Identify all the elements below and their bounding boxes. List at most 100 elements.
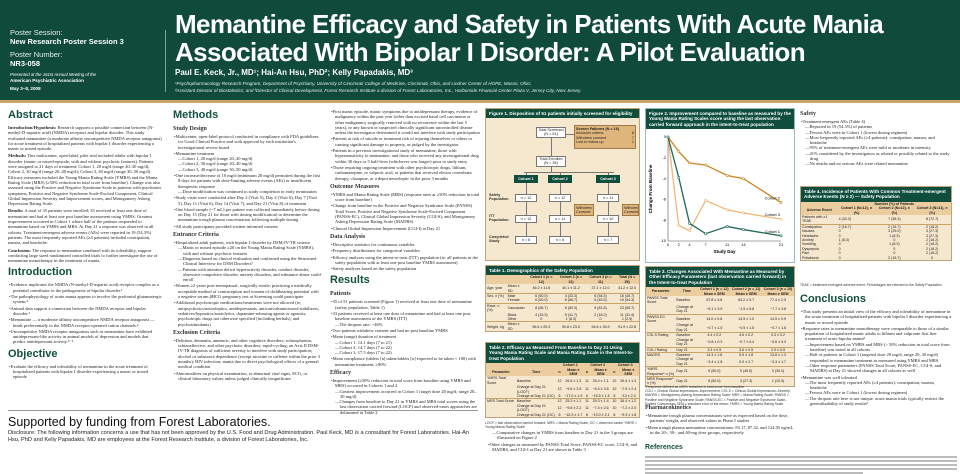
paragraph-label: Methods:	[8, 153, 27, 159]
table-cell: −15.5 ± 1.5	[591, 394, 610, 399]
table-cell: 26.4 ± 1.2	[617, 398, 639, 404]
table-cell: 14.0 ± 0.6	[698, 313, 731, 324]
header-divider	[0, 100, 960, 103]
table-cell: −5.1 ± 3.9	[706, 307, 723, 312]
connector	[526, 172, 527, 242]
table-cell: Day 21	[675, 346, 699, 353]
section-heading: Abstract	[8, 109, 53, 121]
results-continued: Comparative changes in YMRS from baselin…	[487, 430, 639, 452]
table-3-note-2: CGI-I = Clinical Global Impressions–Impr…	[645, 389, 791, 406]
meeting-org: American Psychiatric Association	[10, 78, 84, 83]
table-cell: Anxiety	[802, 238, 814, 243]
table-cell: −1.5 ± 5.8	[738, 307, 755, 312]
table-cell: 5 (45.5)	[594, 298, 607, 303]
table-cell: Baseline	[676, 298, 691, 303]
session-label: Poster Session:	[10, 28, 63, 37]
table-cell: 1 (2.9)	[621, 317, 633, 322]
table-cell: 1 (8.3)	[838, 238, 849, 243]
poster-number: NR3-058	[10, 59, 41, 68]
table-row: Female 6 (50.0) 8 (66.7) 5 (45.5) 19 (54.3)	[486, 298, 639, 303]
total-enrolled-box: Total Enrolled (N = 35)	[536, 156, 566, 167]
blank-header	[801, 201, 838, 207]
bullet-item: Memantine — a moderate affinity uncompet…	[8, 317, 162, 328]
table-cell: 3 (27.3)	[925, 229, 939, 234]
sub-bullet-item: Comparative changes in YMRS from baselin…	[487, 430, 639, 441]
bullet-item: Improvement (≥50% reduction in total sco…	[330, 378, 480, 389]
table-cell: Baseline	[675, 313, 699, 324]
column-header: Cohort 3 (N=11), n (%)	[913, 206, 951, 216]
data-point	[688, 222, 691, 225]
table-cell: Day 21	[675, 366, 699, 377]
data-point	[741, 228, 745, 232]
table-cell: 9.5 ± 1.8	[730, 351, 763, 358]
column-header: Mean ± SEM	[562, 367, 585, 377]
subsection-heading: Safety	[800, 111, 816, 117]
group-header: Cohort 1	[556, 363, 585, 368]
x-tick-label: 7	[705, 242, 708, 247]
table-cell: 13.8 ± 1.3	[762, 351, 794, 358]
column-methods: Methods Study Design Multicenter, open-lab…	[173, 106, 321, 381]
table-row: Change at Day 21 −0.7 ± 1.5 −0.5 ± 1.8 −0.7…	[646, 323, 794, 332]
table-cell: 4.4 ± 0.2	[698, 332, 731, 338]
table-cell: 37.1 ± 12.0	[591, 286, 610, 291]
column-header: Cohort 2 (n = 11) Mean ± SEM	[730, 287, 763, 297]
sub-bullet-item: Changes from baseline to Day 21 in YMRS …	[330, 399, 480, 415]
table-cell: 0	[931, 255, 934, 260]
table-cell: 1 (8.3)	[889, 233, 900, 238]
table-cell: Change at Day 21 (LOCF)	[516, 403, 546, 413]
table-cell: 26.8 ± 1.3	[565, 378, 582, 383]
table-cell: 40.1 ± 11.2	[562, 286, 580, 291]
table-cell: Nausea	[802, 229, 815, 234]
column-header: Parameter	[646, 287, 676, 297]
connector	[560, 172, 561, 242]
table-cell	[646, 338, 675, 347]
table-1-title: Table 1. Demographics of the Safety Popu…	[486, 266, 639, 276]
table-cell: 2 (18.2)	[913, 223, 951, 230]
data-point	[779, 217, 783, 221]
table-cell: Change at Day 21 (LOCF)	[516, 385, 546, 394]
authors: Paul E. Keck, Jr., MD¹; Hai-An Hsu, PhD²…	[175, 68, 413, 77]
conclusions-section: Conclusions This study presents an initia…	[800, 290, 952, 406]
column-abstract: Abstract Introduction/Hypothesis: Researc…	[8, 106, 162, 380]
sub-bullet-item: Manic or mixed episode ≥20 on the Young …	[173, 245, 321, 256]
data-point	[677, 176, 681, 180]
table-cell: 5 (41.7)	[564, 312, 578, 317]
x-tick-label: 11	[725, 242, 730, 247]
section-heading: Methods	[173, 109, 219, 121]
table-cell: 3.3 ± 0.5	[698, 346, 731, 353]
subsection-heading: Data Analysis	[330, 233, 366, 240]
table-cell: 12	[556, 398, 563, 404]
failure-label: Lost to follow-up	[576, 140, 604, 145]
table-cell: 6	[585, 394, 588, 399]
subsection-heading: Patients	[330, 291, 351, 298]
failure-label: Withdrew consent	[576, 135, 607, 140]
table-cell: 4 (33.3)	[838, 217, 851, 222]
table-cell: 0	[838, 229, 841, 234]
bullet-item: Those requiring ongoing treatment with o…	[330, 165, 480, 181]
table-cell: 0	[599, 317, 602, 322]
meeting-dates: May 3–8, 2008	[10, 86, 41, 91]
table-cell: Weight, kg	[486, 321, 507, 332]
bullet-item: Abnormalities on physical examination, o…	[173, 371, 321, 382]
count-box: n = 12	[549, 194, 571, 202]
data-point	[779, 201, 783, 205]
sub-bullet-item: Most frequently reported AEs (≥4 patient…	[800, 135, 952, 146]
table-cell: 6	[558, 412, 561, 417]
table-row: Headache 0 1 (8.3) 3 (27.3)	[801, 234, 951, 238]
sub-bullet-item: Cohort 3, 40 mg/d (range 30–50 mg/d)	[173, 167, 321, 172]
table-cell: Baseline	[515, 398, 557, 404]
table-row: MRS Total Score Baseline 12 25.3 ± 1.1 11 25.…	[486, 398, 639, 404]
table-cell: 10	[612, 387, 617, 392]
table-3: Parameter Time Cohort 1 (n = 12) Mean ± SE…	[646, 287, 794, 386]
table-cell: 41.2 ± 12.0	[618, 286, 637, 291]
table-cell: 11	[585, 406, 589, 411]
paragraph-text: Research supports a possible connection …	[8, 125, 162, 152]
table-cell: 2 (16.7)	[875, 223, 914, 230]
table-row: Dyspepsia 0 0 2 (18.2)	[801, 247, 951, 251]
column-header: Total (N = 35)	[615, 275, 639, 285]
table-cell: −9.5 ± 2.8	[565, 387, 582, 392]
table-2-title: Table 2. Efficacy as Measured From Basel…	[486, 343, 639, 364]
count-box: n = 12	[515, 194, 537, 202]
cohort-box: Cohort 2	[548, 175, 572, 183]
table-cell: 12	[557, 387, 562, 392]
